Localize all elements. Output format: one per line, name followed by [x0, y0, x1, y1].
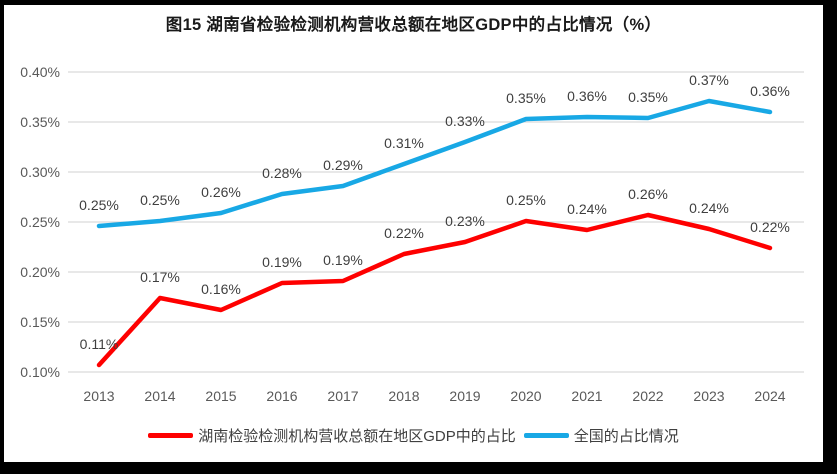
y-tick-label: 0.30% [20, 164, 60, 180]
x-tick-label: 2016 [266, 388, 297, 404]
legend-swatch-hunan-red-line [148, 433, 194, 438]
data-label: 0.22% [750, 219, 790, 235]
x-tick-label: 2023 [693, 388, 724, 404]
x-tick-label: 2014 [144, 388, 175, 404]
data-label: 0.25% [79, 197, 119, 213]
data-label: 0.11% [80, 336, 119, 352]
x-tick-label: 2013 [83, 388, 114, 404]
data-label: 0.16% [201, 281, 241, 297]
data-label: 0.26% [201, 184, 241, 200]
data-label: 0.25% [140, 192, 180, 208]
data-label: 0.24% [567, 201, 607, 217]
data-label: 0.36% [750, 83, 790, 99]
x-tick-label: 2019 [449, 388, 480, 404]
y-tick-label: 0.25% [20, 214, 60, 230]
data-label: 0.17% [140, 269, 180, 285]
data-label: 0.25% [506, 192, 546, 208]
y-tick-label: 0.20% [20, 264, 60, 280]
legend-item-national: 全国的占比情况 [523, 425, 679, 446]
x-tick-label: 2021 [571, 388, 602, 404]
x-tick-label: 2018 [388, 388, 419, 404]
y-tick-label: 0.15% [20, 314, 60, 330]
data-label: 0.33% [445, 113, 485, 129]
y-tick-label: 0.35% [20, 114, 60, 130]
data-label: 0.37% [689, 72, 729, 88]
series-line-0 [96, 212, 773, 368]
y-tick-label: 0.10% [20, 364, 60, 380]
line-chart-plot-area: 0.10% 0.15% 0.20% 0.25% 0.30% 0.35% 0.40% 2013 2… [20, 64, 804, 404]
data-label: 0.35% [506, 90, 546, 106]
data-label: 0.31% [384, 135, 424, 151]
series-line-1 [96, 98, 773, 229]
legend-label-hunan: 湖南检验检测机构营收总额在地区GDP中的占比 [198, 428, 516, 445]
legend-swatch-national-blue-line [523, 433, 569, 438]
x-tick-label: 2017 [327, 388, 358, 404]
data-label: 0.26% [628, 186, 668, 202]
data-label: 0.35% [628, 89, 668, 105]
data-label: 0.29% [323, 157, 363, 173]
x-tick-label: 2015 [205, 388, 236, 404]
data-label: 0.19% [323, 252, 363, 268]
data-label: 0.22% [384, 225, 424, 241]
chart-legend: 湖南检验检测机构营收总额在地区GDP中的占比 全国的占比情况 [4, 425, 823, 446]
x-tick-label: 2020 [510, 388, 541, 404]
data-label: 0.24% [689, 200, 729, 216]
data-label: 0.28% [262, 165, 302, 181]
y-tick-label: 0.40% [20, 64, 60, 80]
data-label: 0.19% [262, 254, 302, 270]
chart-title: 图15 湖南省检验检测机构营收总额在地区GDP中的占比情况（%） [165, 16, 662, 34]
x-tick-label: 2022 [632, 388, 663, 404]
data-label: 0.36% [567, 88, 607, 104]
legend-item-hunan: 湖南检验检测机构营收总额在地区GDP中的占比 [148, 425, 516, 446]
x-tick-label: 2024 [754, 388, 785, 404]
legend-label-national: 全国的占比情况 [573, 428, 679, 445]
data-label: 0.23% [445, 213, 485, 229]
